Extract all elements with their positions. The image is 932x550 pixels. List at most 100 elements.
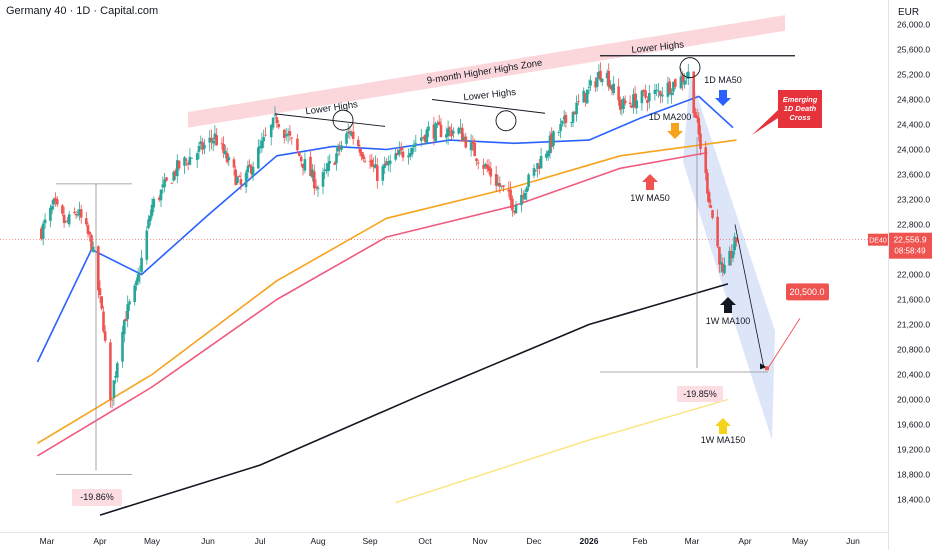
- candle-body: [489, 168, 493, 177]
- candle-body: [98, 288, 102, 296]
- ma150-1w-arrow: [715, 418, 731, 434]
- candle-body: [496, 182, 500, 185]
- high-circle: [679, 57, 701, 79]
- y-tick-label: 21,200.0: [897, 320, 930, 330]
- ma100-1w-label: 1W MA100: [706, 316, 751, 326]
- x-tick-label: Nov: [472, 536, 488, 546]
- candle-body: [699, 133, 702, 149]
- candle-body: [326, 163, 330, 171]
- symbol-tag-text: DE40: [869, 238, 887, 245]
- last-price-countdown: 08:58:49: [894, 247, 926, 256]
- candle-body: [562, 116, 566, 120]
- currency-label: EUR: [898, 7, 920, 18]
- ma50-1d-arrow: [715, 90, 731, 106]
- ma-line-1d-ma200: [37, 139, 737, 444]
- candle-body: [303, 159, 307, 171]
- candle-body: [655, 89, 658, 91]
- candle-body: [595, 77, 599, 87]
- candle-body: [336, 145, 340, 152]
- candle-body: [195, 153, 199, 161]
- candle-body: [685, 77, 688, 79]
- candle-body: [224, 150, 227, 155]
- candle-body: [299, 156, 303, 162]
- candle-body: [571, 112, 575, 123]
- candle-body: [88, 231, 91, 235]
- candle-body: [471, 141, 475, 144]
- y-tick-label: 18,800.0: [897, 470, 930, 480]
- y-tick-label: 23,200.0: [897, 195, 930, 205]
- ma200-1d-label: 1D MA200: [649, 112, 692, 122]
- candle-body: [485, 164, 489, 169]
- candle-body: [56, 199, 59, 205]
- candle-body: [718, 246, 721, 265]
- candle-body: [457, 128, 460, 134]
- candle-body: [462, 137, 466, 140]
- target-price-box: [786, 283, 829, 301]
- candle-body: [594, 81, 597, 88]
- candle-body: [340, 145, 343, 150]
- candle-body: [316, 187, 320, 190]
- candle-body: [461, 127, 464, 142]
- candle-body: [152, 199, 156, 208]
- candle-body: [557, 132, 561, 133]
- candle-body: [76, 214, 80, 216]
- candle-body: [695, 115, 699, 119]
- candle-body: [227, 157, 231, 161]
- y-tick-label: 24,400.0: [897, 120, 930, 130]
- candle-body: [564, 114, 568, 124]
- candle-body: [323, 170, 326, 171]
- candle-body: [728, 250, 731, 266]
- candle-body: [135, 280, 138, 286]
- candle-body: [350, 132, 353, 136]
- candle-body: [370, 159, 374, 167]
- candle-body: [704, 147, 707, 173]
- candle-body: [619, 99, 622, 110]
- candle-body: [687, 71, 690, 79]
- candle-body: [211, 140, 215, 144]
- candle-body: [494, 174, 498, 186]
- candle-body: [197, 145, 201, 152]
- y-tick-label: 21,600.0: [897, 295, 930, 305]
- last-price-tag: [889, 232, 932, 259]
- candle-body: [731, 251, 735, 258]
- candle-body: [385, 161, 388, 166]
- candle-body: [550, 133, 553, 147]
- ma-line-1w-ma100: [99, 283, 729, 516]
- candle-body: [239, 179, 243, 185]
- candle-body: [520, 194, 523, 206]
- candle-body: [188, 156, 192, 165]
- candle-body: [514, 204, 518, 214]
- candle-body: [644, 90, 647, 98]
- candle-body: [452, 131, 455, 134]
- candle-body: [225, 152, 229, 163]
- y-tick-label: 25,600.0: [897, 45, 930, 55]
- candle-body: [374, 164, 377, 169]
- candle-body: [348, 131, 352, 134]
- ma-line-1d-ma50: [36, 95, 734, 363]
- candle-body: [640, 90, 644, 104]
- candle-body: [502, 185, 505, 188]
- candle-body: [679, 76, 683, 89]
- candle-body: [73, 211, 76, 213]
- candle-body: [605, 72, 609, 78]
- death-cross-text: 1D Death: [784, 104, 817, 113]
- candle-body: [159, 189, 163, 201]
- candle-body: [114, 376, 117, 378]
- candle-body: [674, 79, 677, 87]
- candle-body: [412, 144, 416, 148]
- pct-box-right: [677, 386, 723, 402]
- candle-body: [536, 163, 539, 170]
- candle-body: [301, 163, 305, 169]
- candle-body: [396, 152, 399, 156]
- candle-body: [174, 170, 177, 176]
- candle-body: [487, 166, 491, 172]
- higher-highs-zone: [188, 15, 785, 128]
- candle-body: [473, 142, 476, 157]
- candle-body: [368, 161, 372, 162]
- candle-body: [345, 133, 348, 144]
- candle-body: [124, 318, 128, 322]
- candle-body: [459, 127, 462, 130]
- candle-body: [521, 195, 525, 198]
